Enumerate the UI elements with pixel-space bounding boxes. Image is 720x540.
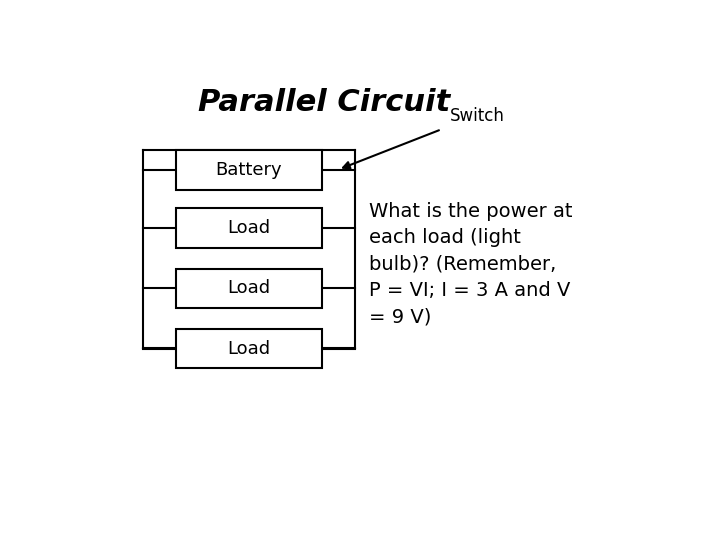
Bar — [176, 268, 322, 308]
Text: Load: Load — [228, 279, 271, 298]
Bar — [176, 329, 322, 368]
Text: Switch: Switch — [450, 107, 505, 125]
Text: Load: Load — [228, 340, 271, 357]
Text: Load: Load — [228, 219, 271, 237]
Text: What is the power at
each load (light
bulb)? (Remember,
P = VI; I = 3 A and V
= : What is the power at each load (light bu… — [369, 202, 572, 327]
Text: Parallel Circuit: Parallel Circuit — [198, 87, 451, 117]
Bar — [176, 208, 322, 248]
Bar — [176, 150, 322, 190]
Text: Battery: Battery — [216, 161, 282, 179]
